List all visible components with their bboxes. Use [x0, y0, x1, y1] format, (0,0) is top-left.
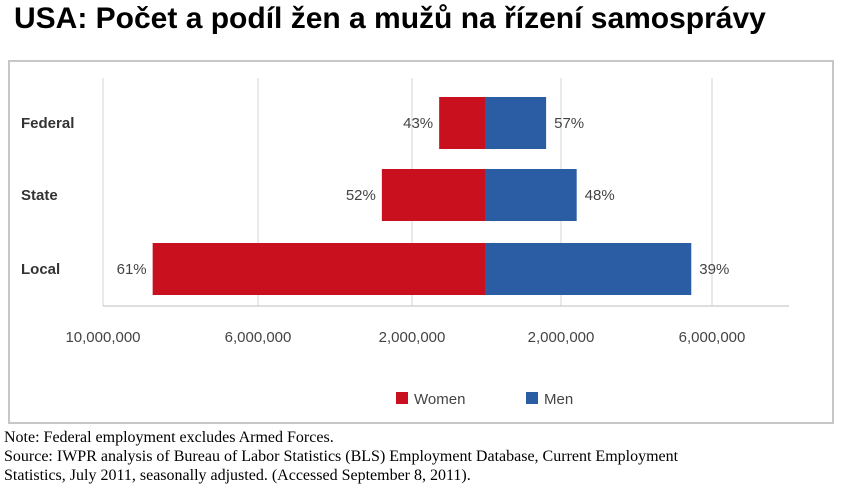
x-tick-label: 2,000,000: [379, 329, 446, 346]
source-line: Source: IWPR analysis of Bureau of Labor…: [4, 448, 679, 465]
source-line-continued: Statistics, July 2011, seasonally adjust…: [4, 467, 471, 484]
data-label-women: 52%: [346, 187, 376, 204]
data-label-men: 39%: [699, 261, 729, 278]
category-label: Local: [21, 261, 60, 278]
chart-frame: [8, 60, 834, 424]
legend-swatch-men: [526, 392, 538, 404]
bar-men: [485, 243, 692, 295]
category-label: State: [21, 187, 58, 204]
data-label-men: 48%: [585, 187, 615, 204]
note-line: Note: Federal employment excludes Armed …: [4, 429, 334, 446]
category-label: Federal: [21, 115, 74, 132]
chart-title: USA: Počet a podíl žen a mužů na řízení …: [14, 2, 766, 35]
x-tick-label: 2,000,000: [528, 329, 595, 346]
legend-label-women: Women: [414, 391, 465, 408]
legend-swatch-women: [396, 392, 408, 404]
bar-women: [381, 169, 485, 221]
chart-notes: Note: Federal employment excludes Armed …: [4, 428, 842, 485]
data-label-women: 61%: [117, 261, 147, 278]
bar-men: [485, 169, 577, 221]
legend-label-men: Men: [544, 391, 573, 408]
data-label-men: 57%: [554, 115, 584, 132]
x-tick-label: 10,000,000: [65, 329, 140, 346]
data-label-women: 43%: [403, 115, 433, 132]
x-tick-label: 6,000,000: [225, 329, 292, 346]
x-tick-label: 6,000,000: [679, 329, 746, 346]
bar-women: [152, 243, 485, 295]
bar-men: [485, 97, 547, 149]
bar-women: [439, 97, 485, 149]
